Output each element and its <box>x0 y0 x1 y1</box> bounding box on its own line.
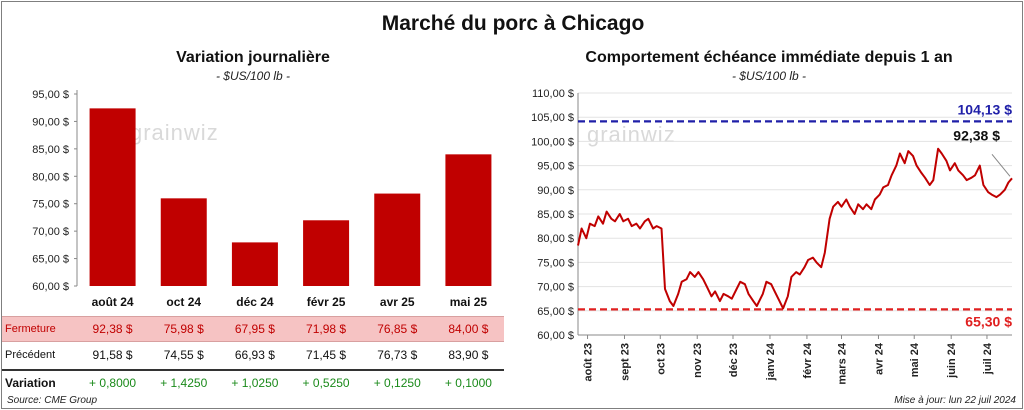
bar-category-label: mai 25 <box>450 295 488 309</box>
bar-y-tick-label: 80,00 $ <box>32 171 69 183</box>
line-x-tick-label: avr 24 <box>873 342 885 375</box>
bar-category-label: août 24 <box>92 295 134 309</box>
line-chart-unit: - $US/100 lb - <box>731 69 807 83</box>
bar <box>231 242 278 286</box>
line-y-tick-label: 100,00 $ <box>531 136 574 148</box>
bar-y-tick-label: 70,00 $ <box>32 226 69 238</box>
bar-chart: grainwiz 60,00 $ 65,00 $ 70,00 $ 75,00 $ 80,0… <box>32 89 492 309</box>
line-chart-title: Comportement échéance immédiate depuis 1… <box>585 49 953 66</box>
table-cell: 75,98 $ <box>163 322 204 336</box>
line-y-tick-label: 60,00 $ <box>537 330 574 342</box>
table-cell: 91,58 $ <box>92 348 133 362</box>
line-x-tick-label: août 23 <box>583 343 595 382</box>
bar <box>303 220 350 286</box>
low-reference-label: 65,30 $ <box>965 313 1012 329</box>
bar-y-tick-label: 60,00 $ <box>32 281 69 293</box>
bar-y-tick-label: 95,00 $ <box>32 89 69 101</box>
table-cell: + 1,4250 <box>160 376 208 390</box>
table-cell: + 0,1000 <box>444 376 492 390</box>
bar <box>160 198 207 286</box>
line-x-tick-label: sept 23 <box>620 343 632 381</box>
line-x-tick-label: févr 24 <box>802 342 814 378</box>
table-row-label: Variation <box>5 376 56 390</box>
bar-chart-unit: - $US/100 lb - <box>215 69 291 83</box>
table-cell: 67,95 $ <box>234 322 275 336</box>
line-x-tick-label: mars 24 <box>837 342 849 384</box>
watermark-logo: grainwiz <box>587 122 676 147</box>
table-cell: 76,73 $ <box>377 348 418 362</box>
table-row-precedent: Précédent 91,58 $ 74,55 $ 66,93 $ 71,45 $ 76,… <box>2 343 504 367</box>
bar <box>374 193 421 286</box>
line-y-tick-label: 65,00 $ <box>537 306 574 318</box>
line-x-tick-label: nov 23 <box>692 343 704 378</box>
bar-y-tick-label: 75,00 $ <box>32 199 69 211</box>
table-row-label: Fermeture <box>5 323 56 335</box>
bar-category-label: oct 24 <box>166 295 201 309</box>
bar-category-label: févr 25 <box>307 295 346 309</box>
line-y-tick-label: 80,00 $ <box>537 233 574 245</box>
line-x-tick-label: juin 24 <box>946 342 958 379</box>
table-cell: + 0,1250 <box>373 376 421 390</box>
line-y-tick-label: 85,00 $ <box>537 209 574 221</box>
line-x-tick-label: juil 24 <box>982 342 994 375</box>
line-x-tick-label: mai 24 <box>909 342 921 377</box>
table-cell: + 1,0250 <box>231 376 279 390</box>
bar <box>89 108 136 286</box>
line-x-tick-label: janv 24 <box>765 342 777 381</box>
line-y-tick-label: 75,00 $ <box>537 257 574 269</box>
last-value-label: 92,38 $ <box>953 127 1000 143</box>
price-series-line <box>577 147 1013 310</box>
bar-chart-title: Variation journalière <box>176 49 330 66</box>
bar-category-label: avr 25 <box>380 295 415 309</box>
high-reference-label: 104,13 $ <box>958 101 1013 117</box>
table-cell: 74,55 $ <box>163 348 204 362</box>
bar-y-tick-label: 85,00 $ <box>32 144 69 156</box>
bar <box>445 154 492 286</box>
table-row-variation: Variation + 0,8000 + 1,4250 + 1,0250 + 0,525… <box>2 369 504 395</box>
line-x-tick-label: oct 23 <box>655 343 667 375</box>
table-cell: 83,90 $ <box>448 348 489 362</box>
line-y-tick-label: 95,00 $ <box>537 161 574 173</box>
line-chart: grainwiz 60,00 $ 65,00 $ 70,00 $ 75,00 $ 80,0… <box>531 88 1013 385</box>
source-note: Source: CME Group <box>7 395 98 406</box>
table-cell: + 0,8000 <box>89 376 137 390</box>
table-cell: 76,85 $ <box>377 322 418 336</box>
line-y-tick-label: 105,00 $ <box>531 112 574 124</box>
table-cell: 66,93 $ <box>234 348 275 362</box>
bar-category-label: déc 24 <box>236 295 274 309</box>
line-y-tick-label: 110,00 $ <box>532 88 574 100</box>
table-cell: + 0,5250 <box>302 376 350 390</box>
line-y-tick-label: 70,00 $ <box>537 282 574 294</box>
price-table: Fermeture 92,38 $ 75,98 $ 67,95 $ 71,98 $ 76,… <box>2 316 504 394</box>
table-row-label: Précédent <box>5 349 56 361</box>
line-x-tick-label: déc 23 <box>728 343 740 377</box>
page-title: Marché du porc à Chicago <box>381 12 645 35</box>
bar-y-tick-label: 65,00 $ <box>32 254 69 266</box>
table-cell: 92,38 $ <box>92 322 133 336</box>
table-cell: 84,00 $ <box>448 322 489 336</box>
line-y-tick-label: 90,00 $ <box>537 185 574 197</box>
table-cell: 71,98 $ <box>306 322 347 336</box>
table-cell: 71,45 $ <box>306 348 347 362</box>
last-value-leader <box>991 153 1011 177</box>
table-row-fermeture: Fermeture 92,38 $ 75,98 $ 67,95 $ 71,98 $ 76,… <box>2 316 504 342</box>
bar-y-tick-label: 90,00 $ <box>32 116 69 128</box>
watermark-logo: grainwiz <box>130 120 219 145</box>
update-note: Mise à jour: lun 22 juil 2024 <box>894 395 1016 406</box>
